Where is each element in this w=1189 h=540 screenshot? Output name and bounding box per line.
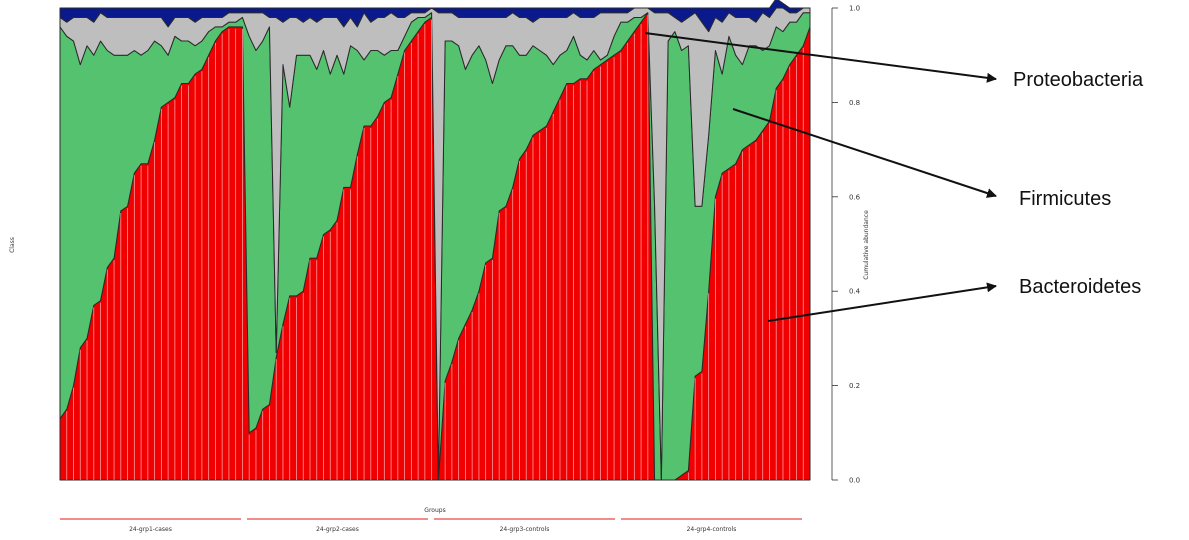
y-tick-label: 0.6 bbox=[849, 193, 861, 201]
firmicutes-arrow bbox=[732, 108, 997, 198]
bacteroidetes-arrow bbox=[767, 282, 997, 322]
group-label: 24-grp1-cases bbox=[129, 526, 172, 533]
group-label: 24-grp2-cases bbox=[316, 526, 359, 533]
y-tick-label: 0.0 bbox=[849, 477, 860, 485]
group-labels: 24-grp1-cases 24-grp2-cases 24-grp3-contro… bbox=[60, 518, 802, 533]
area-other-navy bbox=[59, 0, 811, 33]
y-tick-label: 0.8 bbox=[849, 99, 860, 107]
area-layers bbox=[59, 0, 811, 481]
group-label: 24-grp3-controls bbox=[500, 526, 550, 533]
annotation-proteobacteria: Proteobacteria bbox=[1013, 69, 1144, 91]
group-label: 24-grp4-controls bbox=[687, 526, 737, 533]
annotation-firmicutes: Firmicutes bbox=[1019, 188, 1111, 210]
y-tick-label: 1.0 bbox=[849, 5, 860, 13]
y-tick-label: 0.2 bbox=[849, 382, 860, 390]
sample-separators bbox=[66, 14, 804, 480]
y-tick-label: 0.4 bbox=[849, 288, 861, 296]
left-axis-label: Class bbox=[9, 237, 16, 253]
annotation-bacteroidetes: Bacteroidetes bbox=[1019, 276, 1141, 298]
proteobacteria-arrow bbox=[644, 32, 997, 83]
y-axis-ticks: 0.0 0.2 0.4 0.6 0.8 1.0 bbox=[832, 5, 861, 485]
right-axis-label: Cumulative abundance bbox=[863, 210, 870, 280]
x-axis-label: Groups bbox=[424, 507, 445, 514]
